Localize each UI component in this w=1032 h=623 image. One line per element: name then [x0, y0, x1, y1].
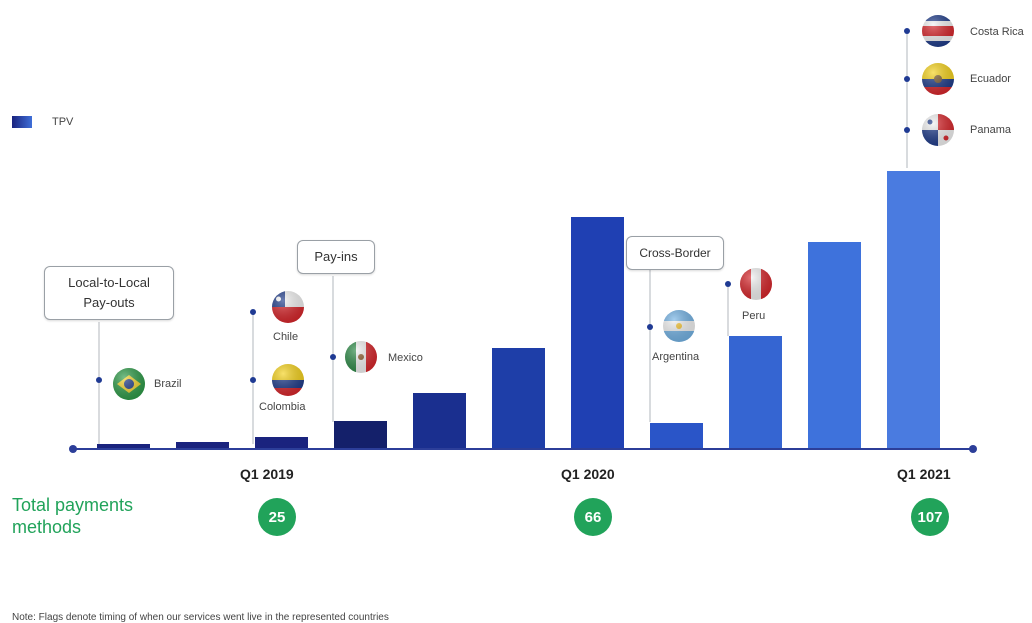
country-label-mexico: Mexico [388, 352, 423, 364]
x-tick-q1-2020: Q1 2020 [561, 466, 615, 482]
chile-flag-icon [272, 291, 304, 323]
tpv-bar-9 [729, 336, 782, 449]
country-label-costa-rica: Costa Rica [970, 26, 1024, 38]
ecuador-flag-icon [922, 63, 954, 95]
callout-cross-border: Cross-Border [626, 236, 724, 270]
brazil-flag-icon [113, 368, 145, 400]
tpv-bar-6 [492, 348, 545, 449]
tpv-bar-8 [650, 423, 703, 449]
footnote: Note: Flags denote timing of when our se… [12, 612, 389, 623]
panama-flag-icon [922, 114, 954, 146]
callout-crossborder-label: Cross-Border [639, 246, 711, 260]
tpm-label-line1: Total payments [12, 495, 134, 515]
tpv-bar-5 [413, 393, 466, 449]
costa-rica-flag-icon [922, 15, 954, 47]
flag-dots [96, 28, 910, 383]
payments-badge-q1-2021: 107 [911, 498, 949, 536]
tpv-bar-4 [334, 421, 387, 449]
callout-pay-ins: Pay-ins [297, 240, 375, 274]
mexico-flag-icon [345, 341, 377, 373]
payments-badge-q1-2019: 25 [258, 498, 296, 536]
argentina-flag-icon [663, 310, 695, 342]
total-payments-methods-label: Total payments methods [12, 494, 162, 538]
tpv-bar-3 [255, 437, 308, 449]
legend-label-tpv: TPV [52, 116, 74, 128]
legend-swatch-tpv [12, 116, 32, 128]
tpv-bar-1 [97, 444, 150, 449]
bar-group [97, 171, 940, 449]
colombia-flag-icon [272, 364, 304, 396]
axis-start-dot [69, 445, 77, 453]
axis-end-dot [969, 445, 977, 453]
x-tick-q1-2021: Q1 2021 [897, 466, 951, 482]
country-label-peru: Peru [742, 310, 766, 322]
chart-legend: TPV [12, 116, 73, 128]
peru-flag-icon [740, 268, 772, 300]
country-label-panama: Panama [970, 124, 1011, 136]
tpv-bar-2 [176, 442, 229, 449]
tpv-bar-10 [808, 242, 861, 449]
country-label-argentina: Argentina [652, 351, 700, 363]
tpv-bar-11 [887, 171, 940, 449]
country-label-ecuador: Ecuador [970, 73, 1011, 85]
callout-payins-label: Pay-ins [314, 249, 358, 264]
country-label-chile: Chile [273, 331, 299, 343]
country-label-colombia: Colombia [259, 401, 306, 413]
payments-badge-q1-2020: 66 [574, 498, 612, 536]
callout-local-line2: Pay-outs [83, 295, 135, 310]
tpv-bar-7 [571, 217, 624, 449]
callout-local-to-local-payouts: Local-to-Local Pay-outs [44, 266, 174, 320]
country-label-brazil: Brazil [154, 378, 182, 390]
callout-local-line1: Local-to-Local [68, 275, 150, 290]
x-tick-q1-2019: Q1 2019 [240, 466, 294, 482]
tpm-label-line2: methods [12, 517, 82, 537]
